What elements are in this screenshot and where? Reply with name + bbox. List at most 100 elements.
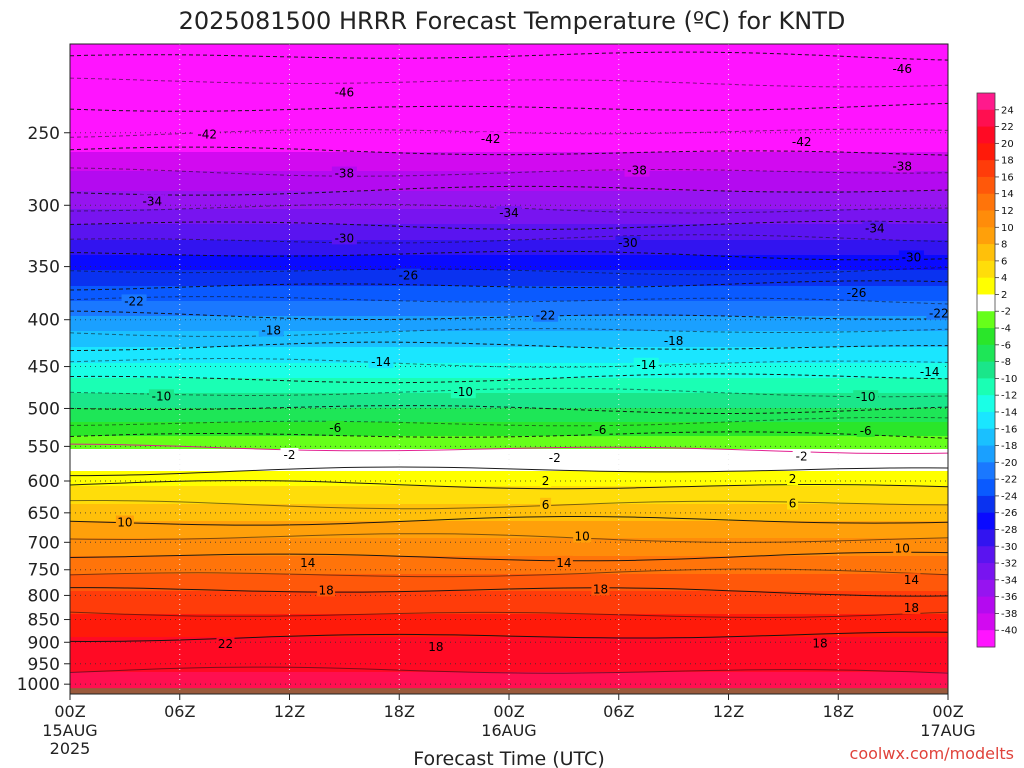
colorbar-label: -10 xyxy=(1001,374,1017,385)
contour-label: -10 xyxy=(856,390,876,404)
contour-line xyxy=(70,631,948,643)
contour-label: -2 xyxy=(549,451,561,465)
contour-line xyxy=(70,51,948,61)
contour-label-bg xyxy=(298,555,317,569)
y-tick-label: 450 xyxy=(28,358,60,378)
colorbar-swatch xyxy=(977,260,995,279)
y-tick-label: 500 xyxy=(28,399,60,419)
contour-label: -6 xyxy=(860,424,872,438)
temperature-band xyxy=(70,224,948,241)
contour-label-bg xyxy=(545,450,564,464)
contour-label: 2 xyxy=(789,472,797,486)
colorbar-label: -36 xyxy=(1001,592,1017,603)
contour-label-bg xyxy=(789,135,815,149)
contour-label: -38 xyxy=(892,159,912,173)
contour-line xyxy=(70,267,948,276)
colorbar-label: -28 xyxy=(1001,525,1017,536)
temperature-band xyxy=(70,255,948,271)
colorbar-swatch xyxy=(977,428,995,447)
colorbar-swatch xyxy=(977,596,995,614)
contour-label-bg xyxy=(368,355,394,369)
colorbar-label: -14 xyxy=(1001,407,1017,418)
colorbar-swatch xyxy=(977,210,995,228)
contour-line xyxy=(70,568,948,578)
colorbar-label: -20 xyxy=(1001,458,1017,469)
colorbar-label: -32 xyxy=(1001,559,1017,570)
colorbar-label: -8 xyxy=(1001,357,1011,368)
y-tick-label: 350 xyxy=(28,258,60,278)
y-tick-label: 800 xyxy=(28,586,60,606)
contour-label: -14 xyxy=(636,358,656,372)
colorbar-frame xyxy=(976,92,996,648)
contour-line xyxy=(70,587,948,597)
contour-label: -34 xyxy=(499,206,519,220)
colorbar-swatch xyxy=(977,328,995,346)
colorbar-swatch xyxy=(977,579,995,598)
contour-label-bg xyxy=(898,250,924,264)
contour-label-bg xyxy=(280,447,299,461)
contour-line xyxy=(70,516,948,526)
temperature-band xyxy=(70,436,948,450)
contour-label: -2 xyxy=(796,449,808,463)
contour-label-bg xyxy=(533,308,559,322)
colorbar-swatch xyxy=(977,395,995,413)
y-tick-label: 250 xyxy=(28,124,60,144)
contour-label-bg xyxy=(810,636,829,650)
contour-labels: -46 -46 -42 -42 -42 -38 -38 -38 -34 -34 -34 -30 -30 -… xyxy=(115,62,949,654)
x-tick-label: 12Z xyxy=(274,702,305,721)
colorbar-swatch xyxy=(977,193,995,212)
contour-label: -30 xyxy=(618,236,638,250)
temperature-band xyxy=(70,393,948,409)
contour-label: -22 xyxy=(124,294,144,308)
contour-label: 18 xyxy=(904,601,919,615)
contour-label-bg xyxy=(889,159,915,173)
x-tick-label: 00Z xyxy=(932,702,963,721)
colorbar-label: 14 xyxy=(1001,189,1014,200)
contour-label-bg xyxy=(856,423,875,437)
contour-label-bg xyxy=(844,285,870,299)
contour-label-bg xyxy=(450,385,476,399)
plot-area: -46 -46 -42 -42 -42 -38 -38 -38 -34 -34 -34 -30 -30 -… xyxy=(70,44,949,694)
contour-label: 14 xyxy=(556,556,571,570)
contour-line xyxy=(70,102,948,112)
contour-label-bg xyxy=(148,389,174,403)
contour-label-bg xyxy=(395,268,421,282)
contour-line xyxy=(70,358,948,368)
contour-label-bg xyxy=(787,471,799,485)
contour-label: -10 xyxy=(152,389,172,403)
colorbar-swatch xyxy=(977,495,995,514)
y-tick-label: 400 xyxy=(28,311,60,331)
contour-label: -10 xyxy=(453,385,473,399)
ground-fill xyxy=(70,688,948,694)
colorbar-label: -12 xyxy=(1001,391,1017,402)
temperature-band xyxy=(70,591,948,615)
contour-line xyxy=(70,280,948,291)
contour-line xyxy=(70,431,948,439)
contour-label-bg xyxy=(862,221,888,235)
colorbar-label: -6 xyxy=(1001,340,1011,351)
colorbar: 24 22 20 18 16 14 12 10 8 6 4 2 -2 -4 -6 -8 -10 -12 -14 -16… xyxy=(976,92,1017,648)
contour-label: 6 xyxy=(789,497,797,511)
temperature-band xyxy=(70,556,948,575)
contour-label-bg xyxy=(540,497,552,511)
contour-label-bg xyxy=(787,496,799,510)
x-tick-sublabel: 2025 xyxy=(50,739,91,758)
colorbar-swatch xyxy=(977,462,995,480)
y-tick-label: 1000 xyxy=(17,675,60,695)
temperature-band xyxy=(70,486,948,505)
y-tick-label: 700 xyxy=(28,533,60,553)
contour-label: 14 xyxy=(300,556,315,570)
colorbar-swatch xyxy=(977,479,995,497)
colorbar-swatch xyxy=(977,143,995,161)
contour-label: -22 xyxy=(536,309,556,323)
contour-label-bg xyxy=(624,163,650,177)
contour-label: -34 xyxy=(143,194,163,208)
contour-line xyxy=(70,77,948,88)
contour-label: -26 xyxy=(399,269,419,283)
contour-label-bg xyxy=(591,582,610,596)
x-tick-label: 18Z xyxy=(823,702,854,721)
colorbar-swatch xyxy=(977,126,995,144)
contour-label: -22 xyxy=(929,307,949,321)
colorbar-swatch xyxy=(977,160,995,178)
